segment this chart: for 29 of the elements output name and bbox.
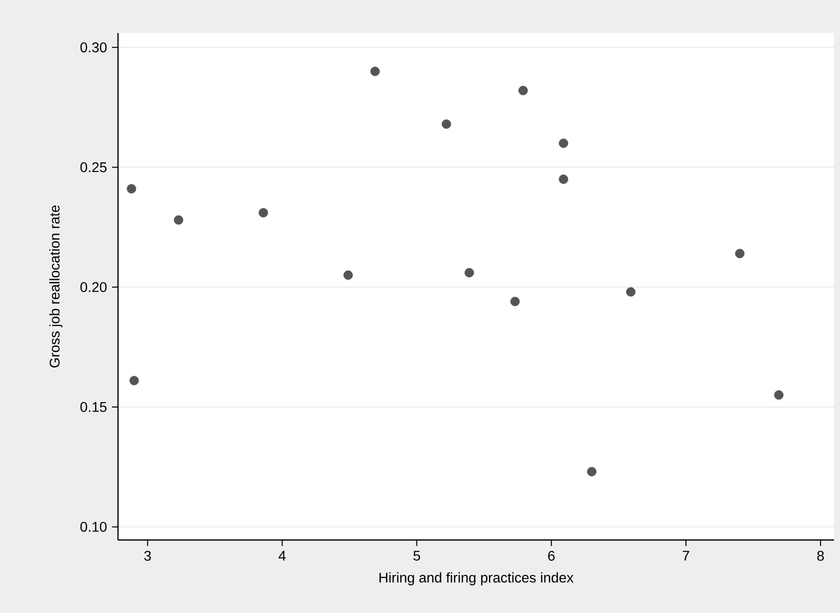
x-tick-label: 6 [548,550,555,561]
y-tick-label: 0.25 [80,162,107,172]
point [129,376,139,386]
x-tick-label: 3 [144,550,151,561]
point [626,287,636,297]
point [558,174,568,184]
point [558,138,568,148]
x-tick-label: 5 [413,550,420,561]
x-tick-label: 8 [817,550,824,561]
point [370,66,380,76]
point [464,268,474,278]
point [510,296,520,306]
point [343,270,353,280]
y-tick-label: 0.20 [80,282,107,292]
point [126,184,136,194]
y-tick-label: 0.10 [80,522,107,532]
x-axis-title: Hiring and firing practices index [379,572,574,586]
y-axis-title: Gross job reallocation rate [49,205,62,368]
point [174,215,184,225]
point [442,119,452,129]
point [518,86,528,96]
point [735,248,744,258]
y-tick-label: 0.30 [80,42,107,52]
point [587,466,596,476]
point [774,390,784,400]
point [258,208,268,218]
x-tick-label: 4 [278,550,286,560]
x-tick-label: 7 [682,550,690,560]
y-tick-label: 0.15 [80,402,107,412]
